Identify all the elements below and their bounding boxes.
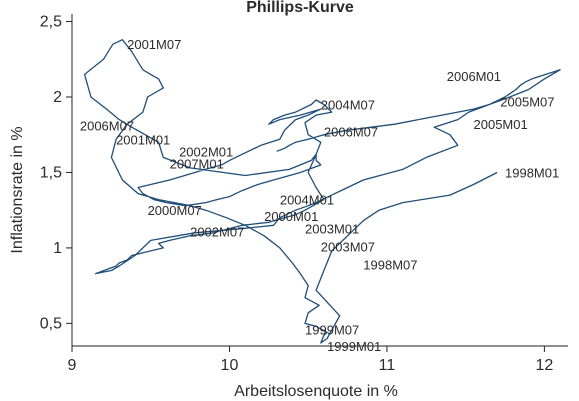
point-label: 2001M07 xyxy=(127,37,181,52)
point-label: 2003M07 xyxy=(321,239,375,254)
point-label: 1999M07 xyxy=(305,322,359,337)
point-label: 2005M01 xyxy=(474,117,528,132)
point-label: 2003M01 xyxy=(305,221,359,236)
point-label: 2005M07 xyxy=(500,95,554,110)
point-label: 1998M07 xyxy=(363,258,417,273)
y-tick-label: 1,5 xyxy=(40,164,62,181)
point-label: 2006M07 xyxy=(80,119,134,134)
point-label: 2000M07 xyxy=(148,203,202,218)
point-labels: 2001M072006M072001M012002M012007M012004M… xyxy=(80,37,559,354)
point-label: 2006M07 xyxy=(324,125,378,140)
series-layer xyxy=(83,39,561,344)
axes: 9 10 11 12 0,5 1 1,5 2 2,5 xyxy=(40,14,568,374)
point-label: 1999M01 xyxy=(327,339,381,354)
point-label: 2000M01 xyxy=(264,209,318,224)
x-tick-label: 11 xyxy=(379,357,396,374)
point-label: 2007M01 xyxy=(170,156,224,171)
y-tick-label: 1 xyxy=(53,240,62,257)
series-line xyxy=(83,39,561,344)
point-label: 1998M01 xyxy=(505,165,559,180)
x-axis-label: Arbeitslosenquote in % xyxy=(234,383,398,400)
x-tick-label: 10 xyxy=(221,357,239,374)
point-label: 2006M01 xyxy=(447,69,501,84)
chart-title: Phillips-Kurve xyxy=(246,0,354,16)
point-label: 2002M07 xyxy=(190,224,244,239)
x-tick-label: 9 xyxy=(68,357,77,374)
y-tick-label: 2 xyxy=(53,89,62,106)
y-axis-label: Inflationsrate in % xyxy=(9,126,26,253)
point-label: 2002M01 xyxy=(179,144,233,159)
point-label: 2004M01 xyxy=(280,193,334,208)
point-label: 2004M07 xyxy=(321,98,375,113)
point-label: 2001M01 xyxy=(116,132,170,147)
y-tick-label: 2,5 xyxy=(40,14,62,31)
x-tick-label: 12 xyxy=(535,357,553,374)
y-tick-label: 0,5 xyxy=(40,315,62,332)
